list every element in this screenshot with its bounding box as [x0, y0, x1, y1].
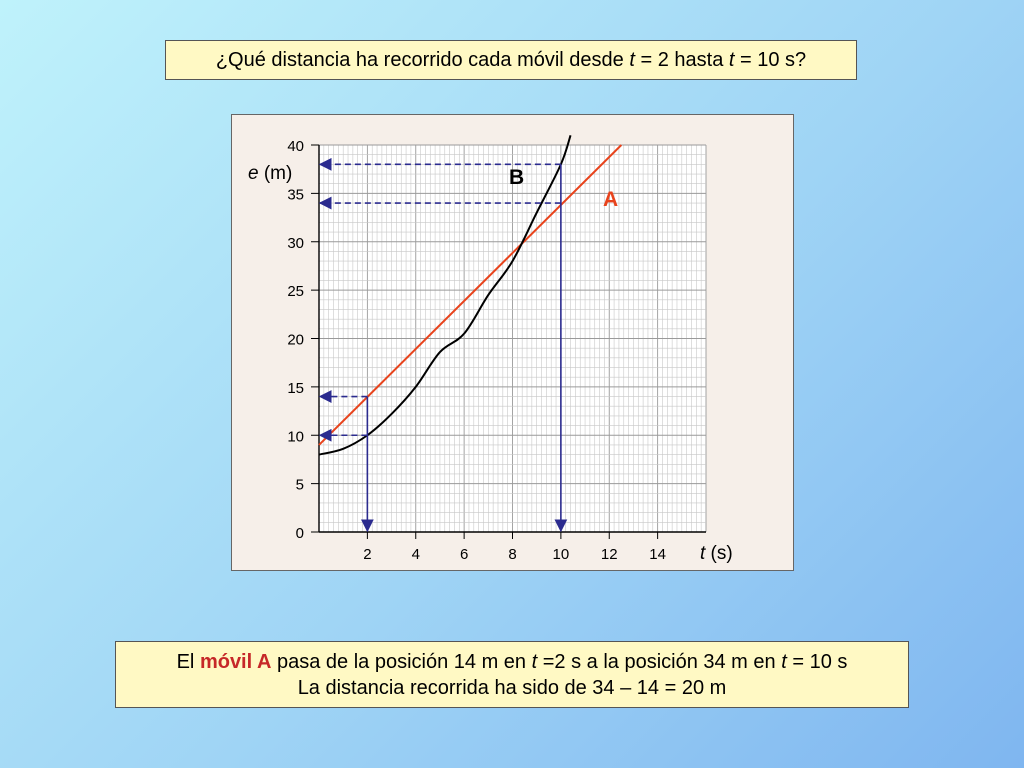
x-axis-label-unit: (s): [705, 543, 732, 564]
y-tick-label: 5: [296, 477, 304, 494]
grid: [318, 144, 707, 533]
y-tick-label: 25: [287, 283, 304, 300]
x-tick-label: 14: [649, 546, 666, 563]
answer-var-t1: t: [531, 650, 538, 673]
x-tick-label: 2: [363, 546, 371, 563]
answer-box: El móvil A pasa de la posición 14 m en t…: [115, 641, 909, 708]
question-part2: = 2 hasta: [634, 48, 729, 71]
series-b-label: B: [509, 166, 524, 189]
question-text: ¿Qué distancia ha recorrido cada móvil d…: [216, 49, 806, 72]
y-axis-label: e (m): [248, 163, 292, 184]
answer-mid2: =2 s a la posición 34 m en: [537, 650, 782, 673]
answer-line-1: El móvil A pasa de la posición 14 m en t…: [177, 649, 848, 675]
answer-prefix: El: [176, 650, 200, 673]
question-var-t1: t: [629, 48, 635, 71]
y-tick-label: 35: [287, 186, 304, 203]
question-var-t2: t: [728, 48, 735, 71]
answer-var-t2: t: [781, 650, 787, 673]
position-time-chart: 0 5 10 15 20 25 30 35 40 2 4 6 8 10 12 14 e (m) t (s) A B: [248, 135, 733, 564]
y-tick-label: 15: [287, 380, 304, 397]
y-axis-label-var: e: [248, 163, 259, 184]
answer-suffix: = 10 s: [786, 650, 848, 673]
y-tick-label: 0: [296, 525, 304, 542]
x-axis-label-var: t: [700, 543, 706, 564]
y-tick-label: 10: [287, 428, 304, 445]
question-box: ¿Qué distancia ha recorrido cada móvil d…: [165, 40, 857, 80]
y-tick-label: 30: [287, 235, 304, 252]
answer-highlight-movil-a: móvil A: [199, 650, 272, 673]
series-a-label: A: [603, 188, 618, 211]
x-tick-label: 12: [601, 546, 618, 563]
chart-panel: 0 5 10 15 20 25 30 35 40 2 4 6 8 10 12 14 e (m) t (s) A B: [231, 114, 794, 571]
y-axis-label-unit: (m): [259, 163, 293, 184]
x-tick-label: 10: [553, 546, 570, 563]
question-part3: = 10 s?: [734, 48, 807, 71]
y-tick-label: 40: [287, 138, 304, 155]
x-tick-label: 6: [460, 546, 468, 563]
series-a-line: [318, 144, 623, 446]
x-tick-label: 8: [508, 546, 516, 563]
answer-line-2: La distancia recorrida ha sido de 34 – 1…: [297, 676, 727, 699]
y-tick-label: 20: [287, 332, 304, 349]
question-part1: ¿Qué distancia ha recorrido cada móvil d…: [215, 48, 630, 71]
answer-mid: pasa de la posición 14 m en: [271, 650, 532, 673]
x-axis-label: t (s): [700, 543, 733, 564]
x-tick-label: 4: [412, 546, 420, 563]
series-b-curve: [318, 135, 572, 456]
